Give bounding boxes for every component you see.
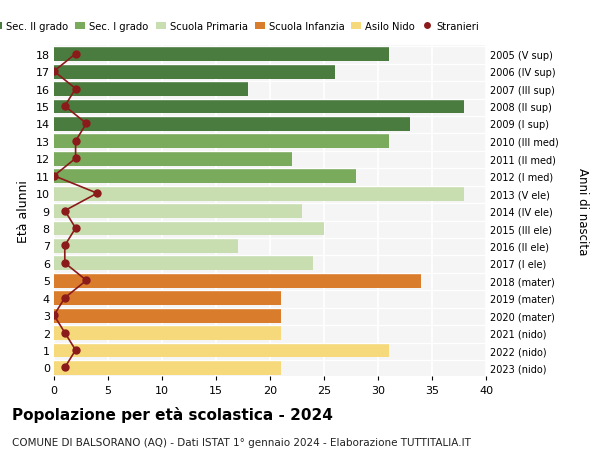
Bar: [54, 221, 324, 236]
Legend: Sec. II grado, Sec. I grado, Scuola Primaria, Scuola Infanzia, Asilo Nido, Stran: Sec. II grado, Sec. I grado, Scuola Prim…: [0, 18, 483, 36]
Bar: [54, 117, 410, 132]
Bar: [54, 291, 281, 306]
Bar: [54, 325, 281, 340]
Y-axis label: Età alunni: Età alunni: [17, 180, 30, 242]
Bar: [54, 239, 238, 253]
Bar: [54, 65, 335, 79]
Bar: [54, 360, 281, 375]
Bar: [54, 100, 464, 114]
Bar: [54, 256, 313, 271]
Bar: [54, 204, 302, 218]
Text: Popolazione per età scolastica - 2024: Popolazione per età scolastica - 2024: [12, 406, 333, 422]
Bar: [54, 82, 248, 97]
Bar: [54, 47, 389, 62]
Text: COMUNE DI BALSORANO (AQ) - Dati ISTAT 1° gennaio 2024 - Elaborazione TUTTITALIA.: COMUNE DI BALSORANO (AQ) - Dati ISTAT 1°…: [12, 437, 471, 447]
Bar: [54, 186, 464, 201]
Y-axis label: Anni di nascita: Anni di nascita: [575, 168, 589, 255]
Bar: [54, 134, 389, 149]
Bar: [54, 308, 281, 323]
Bar: [54, 273, 421, 288]
Bar: [54, 169, 356, 184]
Bar: [54, 343, 389, 358]
Bar: [54, 151, 292, 166]
